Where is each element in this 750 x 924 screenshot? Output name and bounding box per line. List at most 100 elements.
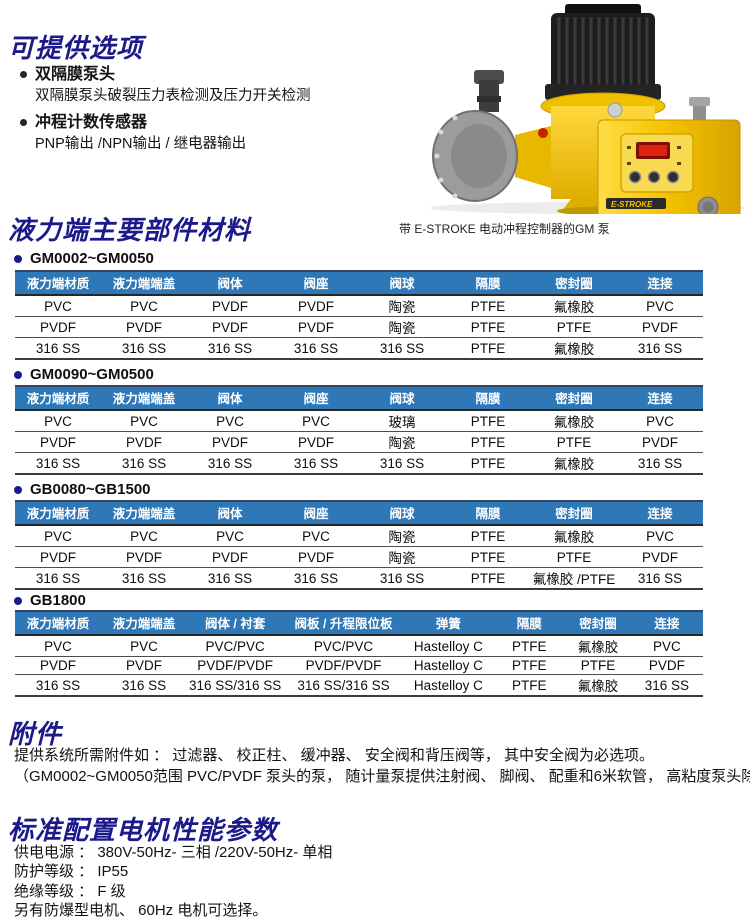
table-cell: PTFE [493,656,566,675]
option-detail: PNP输出 /NPN输出 / 继电器输出 [35,136,247,152]
table-cell: 316 SS [273,337,359,360]
column-header: 连接 [617,270,703,296]
table-row: PVDF PVDF PVDF PVDF 陶瓷 PTFE PTFE PVDF [15,546,703,568]
column-header: 阀座 [273,500,359,526]
table-cell: PVC/PVC [283,635,404,657]
accessories-title: 附件 [8,719,63,749]
table-cell: PVC [273,525,359,547]
table-cell: PVC [15,525,101,547]
table-cell: 316 SS [617,567,703,590]
table-cell: PVDF [101,431,187,453]
column-header: 密封圈 [531,385,617,411]
table-cell: PTFE [445,452,531,475]
panel-marks [627,146,681,165]
table-row: PVC PVC PVC/PVC PVC/PVC Hastelloy C PTFE 氟橡胶 PV… [15,635,703,657]
table-row: 316 SS 316 SS 316 SS/316 SS 316 SS/316 SS Ha… [15,674,703,697]
accessories-line: （GM0002~GM0050范围 PVC/PVDF 泵头的泵， 随计量泵提供注射… [14,767,750,785]
table-cell: PVDF/PVDF [187,656,284,675]
motor-spec-text: 供电电源 ： 380V-50Hz- 三相 /220V-50Hz- 单相 防护等级… [14,843,332,920]
option-item: 双隔膜泵头 [20,64,390,85]
table-cell: 氟橡胶 /PTFE [531,567,617,590]
table-cell: PVC [630,635,703,657]
table-cell: 陶瓷 [359,295,445,317]
table-cell: PTFE [445,337,531,360]
model-label-gb0080: GB0080~GB1500 [14,481,151,498]
motor-spec-line: 防护等级 ： IP55 [14,863,129,881]
materials-table-gb1800: 液力端材质 液力端端盖 阀体 / 衬套 阀板 / 升程限位板 弹簧 隔膜 密封圈 连接 PVC P… [15,610,703,697]
table-cell: 氟橡胶 [531,295,617,317]
table-cell: Hastelloy C [403,635,494,657]
table-cell: 316 SS [101,674,187,697]
table-cell: 316 SS [273,567,359,590]
table-cell: PTFE [445,431,531,453]
pump-illustration: E-STROKE [430,4,746,221]
column-header: 液力端端盖 [101,610,187,636]
table-cell: PVC [101,525,187,547]
table-cell: 氟橡胶 [531,410,617,432]
bullet-icon [14,254,22,263]
column-header: 密封圈 [531,500,617,526]
control-box: E-STROKE [597,97,741,221]
table-cell: 316 SS [101,337,187,360]
table-cell: PTFE [493,674,566,697]
materials-table-gm0090-gm0500: 液力端材质 液力端端盖 阀体 阀座 阀球 隔膜 密封圈 连接 PVC PVC PVC PVC 玻璃 PTF… [15,385,703,475]
table-cell: PTFE [493,635,566,657]
column-header: 阀板 / 升程限位板 [283,610,404,636]
table-cell: PVDF [101,316,187,338]
table-cell: PVDF [273,316,359,338]
table-cell: 316 SS [273,452,359,475]
table-cell: 316 SS [15,337,101,360]
table-cell: 316 SS/316 SS [187,674,284,697]
table-cell: PVC [15,410,101,432]
table-cell: 氟橡胶 [531,452,617,475]
column-header: 隔膜 [493,610,566,636]
table-cell: PTFE [445,567,531,590]
table-cell: PVC/PVC [187,635,284,657]
table-cell: PVDF [15,431,101,453]
table-cell: Hastelloy C [403,674,494,697]
column-header: 隔膜 [445,500,531,526]
pump-caption: 带 E-STROKE 电动冲程控制器的GM 泵 [399,222,610,236]
device-label-plate [606,198,666,209]
materials-title: 液力端主要部件材料 [8,215,252,245]
table-cell: PVC [101,410,187,432]
table-cell: 316 SS [630,674,703,697]
column-header: 连接 [617,500,703,526]
table-cell: PVDF [617,546,703,568]
column-header: 阀体 / 衬套 [187,610,284,636]
table-cell: 316 SS [15,452,101,475]
bullet-icon [20,71,27,78]
table-cell: PVC [15,295,101,317]
table-cell: 陶瓷 [359,431,445,453]
table-cell: 316 SS [15,674,101,697]
table-cell: 316 SS [187,337,273,360]
column-header: 阀球 [359,385,445,411]
table-cell: 陶瓷 [359,546,445,568]
table-row: PVC PVC PVDF PVDF 陶瓷 PTFE 氟橡胶 PVC [15,295,703,317]
pump-head [432,70,518,202]
column-header: 阀球 [359,270,445,296]
table-cell: PVDF [15,546,101,568]
option-label: 双隔膜泵头 [35,66,116,83]
table-cell: 316 SS [359,567,445,590]
table-cell: 316 SS [15,567,101,590]
table-row: 316 SS 316 SS 316 SS 316 SS 316 SS PTFE 氟橡胶 316… [15,452,703,475]
table-cell: PTFE [445,525,531,547]
table-cell: 316 SS [359,337,445,360]
table-cell: 316 SS [617,452,703,475]
column-header: 弹簧 [403,610,494,636]
table-cell: 316 SS [617,337,703,360]
table-cell: 玻璃 [359,410,445,432]
table-cell: PTFE [531,431,617,453]
table-cell: PVDF [273,431,359,453]
table-cell: PVDF [101,656,187,675]
bullet-icon [14,596,22,605]
table-cell: PTFE [531,316,617,338]
red-knob [538,128,548,138]
option-label: 冲程计数传感器 [35,114,148,131]
accessories-line: 提供系统所需附件如 ： 过滤器、 校正柱、 缓冲器、 安全阀和背压阀等， 其中安… [14,747,655,764]
table-cell: PVDF [273,295,359,317]
table-row: PVDF PVDF PVDF/PVDF PVDF/PVDF Hastelloy C PTF… [15,656,703,675]
column-header: 阀座 [273,270,359,296]
